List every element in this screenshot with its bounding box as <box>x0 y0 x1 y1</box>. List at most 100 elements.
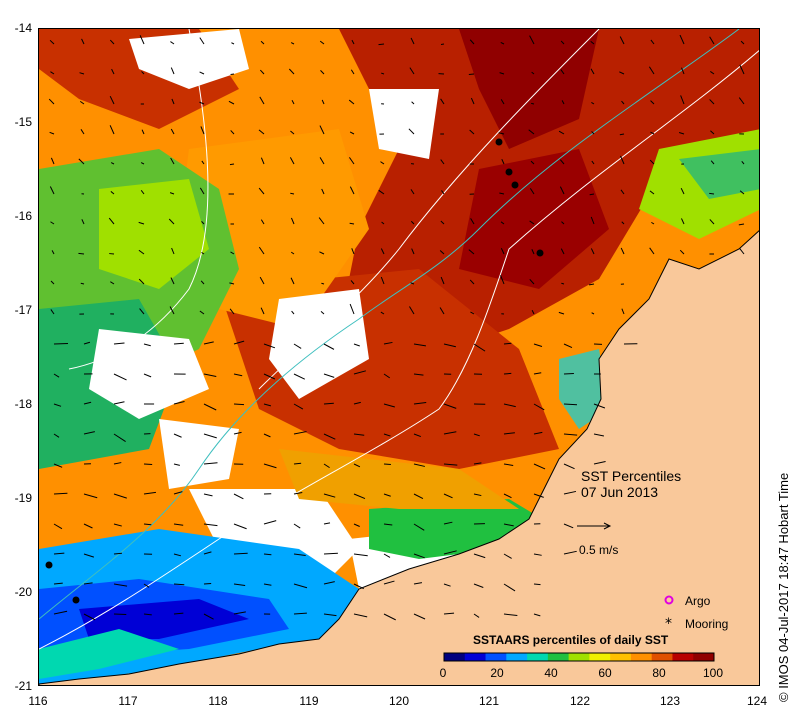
colorbar-swatch <box>506 653 528 661</box>
current-vector <box>383 580 395 585</box>
current-vector <box>113 342 125 345</box>
current-vector <box>201 251 205 255</box>
current-vector <box>503 523 514 527</box>
current-vector <box>561 221 565 225</box>
current-vector <box>353 370 367 375</box>
current-vector <box>53 373 60 378</box>
current-vector <box>351 248 355 255</box>
current-vector <box>203 373 217 378</box>
current-vector <box>500 41 505 45</box>
current-vector <box>443 550 457 555</box>
current-vector <box>503 372 512 375</box>
current-vector <box>563 403 578 406</box>
current-vector <box>621 221 625 225</box>
credit-text: © IMOS 04-Jul-2017 18:47 Hobart Time <box>776 472 791 702</box>
current-vector <box>83 582 93 585</box>
current-vector <box>619 133 625 136</box>
current-vector <box>409 67 415 75</box>
colorbar-tick: 40 <box>544 666 558 680</box>
current-vector <box>323 522 331 525</box>
current-vector <box>443 431 457 435</box>
current-vector <box>49 131 55 135</box>
current-vector <box>318 217 325 225</box>
colorbar-swatch <box>672 653 694 661</box>
current-vector <box>113 493 127 499</box>
current-vector <box>529 220 535 225</box>
current-vector <box>263 583 272 586</box>
current-vector <box>590 40 595 45</box>
current-vector <box>288 68 295 75</box>
current-vector <box>81 219 85 225</box>
colorbar-tick: 100 <box>702 666 724 680</box>
current-vector <box>440 98 445 105</box>
current-vector <box>228 100 235 105</box>
current-vector <box>650 100 655 105</box>
current-vector <box>528 129 535 135</box>
current-vector <box>263 373 276 380</box>
colorbar-swatch <box>610 653 632 661</box>
mooring-marker <box>536 249 544 257</box>
current-vector <box>503 613 518 617</box>
current-vector <box>529 188 535 195</box>
current-vector <box>469 279 475 285</box>
current-vector <box>173 433 182 438</box>
legend-argo-label: Argo <box>685 594 711 608</box>
lat-tick: -14 <box>14 21 32 35</box>
current-vector <box>649 190 655 195</box>
current-vector <box>383 463 391 466</box>
current-vector <box>500 247 505 255</box>
current-vector <box>383 553 391 558</box>
current-vector <box>378 43 385 46</box>
current-vector <box>383 373 391 379</box>
current-vector <box>590 216 595 225</box>
current-vector <box>203 551 212 555</box>
current-vector <box>619 71 625 75</box>
current-vector <box>383 493 391 497</box>
current-vector <box>258 187 265 195</box>
current-vector <box>173 463 180 466</box>
current-vector <box>380 161 385 165</box>
current-vector <box>173 523 184 526</box>
current-vector <box>199 71 205 75</box>
current-vector <box>710 160 715 165</box>
current-vector <box>263 403 272 407</box>
current-vector <box>503 553 512 559</box>
current-vector <box>443 403 457 409</box>
current-vector <box>531 249 535 255</box>
current-vector <box>470 218 475 225</box>
current-vector <box>51 250 55 255</box>
current-vector <box>233 493 244 500</box>
current-vector <box>353 613 368 618</box>
current-vector <box>468 249 475 255</box>
current-vector <box>50 221 55 225</box>
current-vector <box>233 611 246 615</box>
current-vector <box>349 186 355 195</box>
current-vector <box>709 219 715 225</box>
colorbar-tick: 80 <box>652 666 666 680</box>
current-vector <box>353 433 365 436</box>
current-vector <box>321 188 325 195</box>
current-vector <box>738 223 745 226</box>
colorbar-swatch <box>444 653 466 661</box>
current-vector <box>533 463 546 470</box>
colorbar-swatch <box>547 653 570 661</box>
current-vector <box>319 157 325 165</box>
current-vector <box>649 247 655 255</box>
current-vector <box>531 102 535 105</box>
argo-icon <box>664 595 674 605</box>
lat-tick: -18 <box>14 397 32 411</box>
current-vector <box>173 342 184 345</box>
current-vector <box>233 431 242 435</box>
current-vector <box>323 402 334 405</box>
current-vector <box>53 552 65 555</box>
current-vector <box>533 613 541 617</box>
current-vector <box>323 433 336 440</box>
current-vector <box>263 520 277 525</box>
mooring-marker <box>45 561 53 569</box>
current-vector <box>591 312 595 315</box>
current-vector <box>529 35 535 45</box>
current-vector <box>561 100 565 105</box>
current-vector <box>738 97 745 105</box>
current-vector <box>290 217 295 225</box>
current-vector <box>173 612 184 615</box>
